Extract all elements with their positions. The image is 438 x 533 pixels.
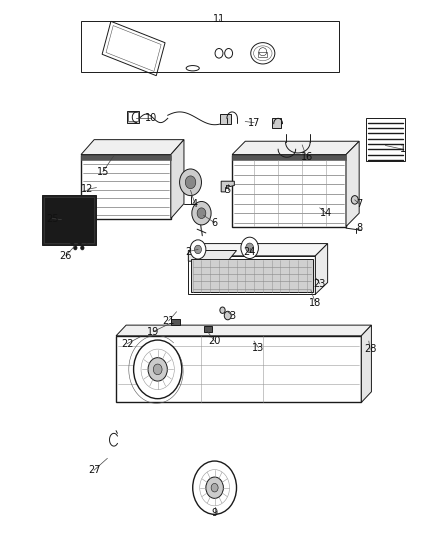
Text: 3: 3 (229, 311, 235, 320)
Polygon shape (188, 256, 315, 294)
Text: 8: 8 (356, 223, 362, 233)
Circle shape (153, 364, 162, 375)
Text: 2: 2 (185, 247, 191, 256)
Bar (128, 112, 138, 121)
Polygon shape (81, 155, 171, 219)
Circle shape (193, 461, 237, 514)
Ellipse shape (251, 43, 275, 64)
Text: 27: 27 (88, 465, 100, 475)
Circle shape (148, 358, 167, 381)
Bar (42, 195, 96, 245)
Circle shape (197, 208, 206, 219)
Text: 13: 13 (252, 343, 265, 352)
Bar (81, 155, 171, 160)
Text: 4: 4 (192, 199, 198, 208)
Text: 15: 15 (97, 167, 109, 176)
Ellipse shape (254, 46, 272, 61)
Bar (171, 319, 180, 325)
Polygon shape (361, 325, 371, 402)
Circle shape (220, 307, 225, 313)
Circle shape (351, 196, 358, 204)
Circle shape (81, 246, 84, 250)
Text: 22: 22 (121, 339, 133, 349)
Text: 12: 12 (81, 184, 94, 194)
Circle shape (224, 311, 231, 320)
Circle shape (241, 237, 258, 259)
Polygon shape (232, 155, 346, 227)
Text: 10: 10 (145, 114, 157, 123)
Text: 1: 1 (400, 144, 406, 154)
Text: 24: 24 (244, 247, 256, 256)
Text: 19: 19 (147, 327, 159, 336)
Circle shape (215, 49, 223, 58)
Polygon shape (188, 251, 237, 261)
Circle shape (71, 240, 74, 245)
Text: 23: 23 (314, 279, 326, 288)
Polygon shape (188, 244, 328, 256)
Circle shape (211, 483, 218, 492)
Circle shape (206, 477, 223, 498)
Circle shape (180, 169, 201, 196)
Ellipse shape (186, 66, 199, 71)
Polygon shape (232, 141, 359, 155)
Circle shape (225, 49, 233, 58)
Circle shape (134, 340, 182, 399)
Polygon shape (116, 336, 361, 402)
Polygon shape (116, 325, 371, 336)
Text: 7: 7 (356, 199, 362, 208)
Polygon shape (346, 141, 359, 227)
Circle shape (85, 239, 88, 243)
Circle shape (194, 245, 201, 254)
Text: 17: 17 (248, 118, 260, 127)
Bar (366, 118, 405, 161)
Bar (44, 197, 94, 243)
Text: 20: 20 (208, 336, 221, 346)
Text: 14: 14 (320, 208, 332, 218)
Text: 21: 21 (162, 316, 175, 326)
Bar (258, 52, 267, 57)
Circle shape (192, 201, 211, 225)
Text: 5: 5 (225, 185, 231, 195)
Polygon shape (315, 244, 328, 294)
Circle shape (74, 246, 77, 250)
Text: 9: 9 (212, 508, 218, 518)
Polygon shape (171, 140, 184, 219)
Circle shape (185, 176, 196, 189)
Text: 11: 11 (213, 14, 225, 23)
Text: 26: 26 (60, 251, 72, 261)
Polygon shape (221, 181, 234, 192)
Text: 6: 6 (212, 218, 218, 228)
Bar (204, 326, 212, 332)
Text: 18: 18 (309, 298, 321, 308)
Bar (232, 155, 346, 160)
Bar (272, 118, 281, 128)
Circle shape (246, 243, 254, 253)
Circle shape (78, 240, 81, 245)
Text: 16: 16 (300, 152, 313, 162)
Bar (191, 259, 313, 292)
Bar (81, 21, 339, 72)
Bar (127, 111, 139, 123)
Text: 28: 28 (364, 344, 376, 354)
Bar (220, 114, 231, 124)
Text: 25: 25 (46, 214, 59, 223)
Circle shape (190, 240, 206, 259)
Polygon shape (81, 140, 184, 155)
